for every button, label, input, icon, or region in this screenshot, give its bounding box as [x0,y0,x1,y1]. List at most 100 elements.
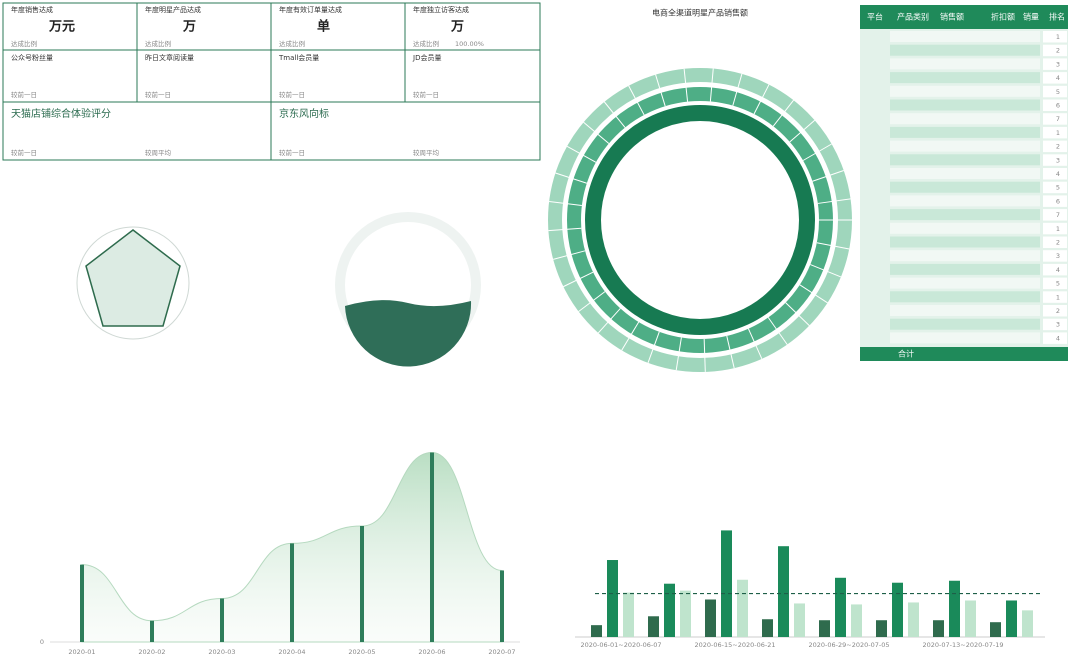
sunburst-separator [753,84,770,115]
card-sub: 达成比例 [279,39,305,48]
sunburst-separator [675,337,682,371]
bar [819,620,830,637]
rank-cell [1043,305,1067,317]
sunburst-separator [767,317,788,345]
sunburst-separator [726,335,735,369]
rank-cell-text: 2 [1056,307,1060,315]
x-tick-label: 2020-05 [348,648,375,656]
radar-shape [85,229,181,327]
sunburst-separator [810,264,842,278]
sunburst-separator [621,321,640,351]
rank-cell [1043,85,1067,98]
rank-cell-text: 5 [1056,184,1060,192]
sunburst-separator [603,101,626,128]
table-row [890,291,1040,303]
bar [990,622,1001,637]
rank-cell [1043,58,1067,70]
x-tick-label: 2020-06-15~2020-06-21 [695,641,776,649]
card-title: 公众号粉丝量 [11,53,53,62]
rank-cell-text: 1 [1056,33,1060,41]
card-sub: 较前一日 [145,90,171,99]
bar [851,604,862,637]
sunburst-separator [732,73,743,106]
sunburst-separator [747,328,763,360]
card-title: 京东风向标 [279,107,329,120]
x-tick-label: 2020-06-29~2020-07-05 [809,641,890,649]
card-sub: 较前一日 [11,148,37,157]
table-header-cell: 销售额 [940,12,964,22]
table-row [890,113,1040,125]
table-row [890,99,1040,111]
rank-cell [1043,99,1067,111]
sunburst-separator [816,242,850,250]
radar [76,226,190,340]
card-sub: 达成比例 [145,39,171,48]
card-unit: 万元 [48,20,75,35]
rank-cell [1043,291,1067,303]
bar [290,543,294,642]
table-row [890,222,1040,234]
rank-cell [1043,168,1067,180]
rank-cell [1043,113,1067,125]
rank-cell [1043,263,1067,276]
card-unit: 万 [450,20,464,35]
rank-cell-text: 4 [1056,266,1060,274]
rank-cell [1043,222,1067,235]
y-tick-label: 0 [40,638,44,646]
card-sub: 较前一日 [413,90,439,99]
rank-cell-text: 4 [1056,334,1060,342]
bar [591,625,602,637]
table-row [890,58,1040,70]
table-header-cell: 排名 [1049,12,1065,22]
bar [876,620,887,637]
table-row [890,168,1040,179]
sunburst-separator [555,172,587,184]
rank-cell-text: 5 [1056,280,1060,288]
x-tick-label: 2020-07 [488,648,515,656]
bar [1022,610,1033,637]
bar [892,582,903,637]
table-row [890,126,1040,138]
rank-cell [1043,209,1067,221]
rank-cell [1043,181,1067,194]
table-row [890,263,1040,275]
rank-cell [1043,236,1067,248]
sunburst-title: 电商全渠道明星产品销售额 [652,8,748,18]
rank-cell-text: 7 [1056,115,1060,123]
card-sub: 较前一日 [11,90,37,99]
table-row [890,140,1040,152]
rank-cell-text: 1 [1056,129,1060,137]
sunburst-separator [709,68,714,102]
bar [705,599,716,637]
table-row [890,181,1040,193]
rank-cell [1043,31,1067,43]
rank-cell-text: 1 [1056,225,1060,233]
card-unit: 单 [317,19,330,35]
card-title: 年度独立访客达成 [413,5,469,14]
x-tick-label: 2020-06-01~2020-06-07 [581,641,662,649]
sunburst-separator [683,68,689,102]
sunburst-separator [578,291,606,312]
sunburst-separator [553,250,586,260]
rank-cell [1043,332,1067,344]
card-unit: 万 [182,20,196,35]
table-row [890,332,1040,344]
table-row [890,277,1040,289]
sunburst-ring [567,87,833,353]
bar [623,592,634,637]
table-row [890,31,1040,42]
bar [949,580,960,637]
table-header [860,5,1068,29]
table-row [890,250,1040,262]
table-row [890,72,1040,84]
rank-cell [1043,44,1067,57]
bar [80,564,84,642]
gauge [335,212,481,367]
sunburst-separator [785,302,810,326]
table-row [890,305,1040,316]
sunburst-separator [628,85,645,116]
bar [648,616,659,637]
sunburst-separator [817,198,851,204]
x-tick-label: 2020-04 [278,648,305,656]
bar [150,620,154,642]
